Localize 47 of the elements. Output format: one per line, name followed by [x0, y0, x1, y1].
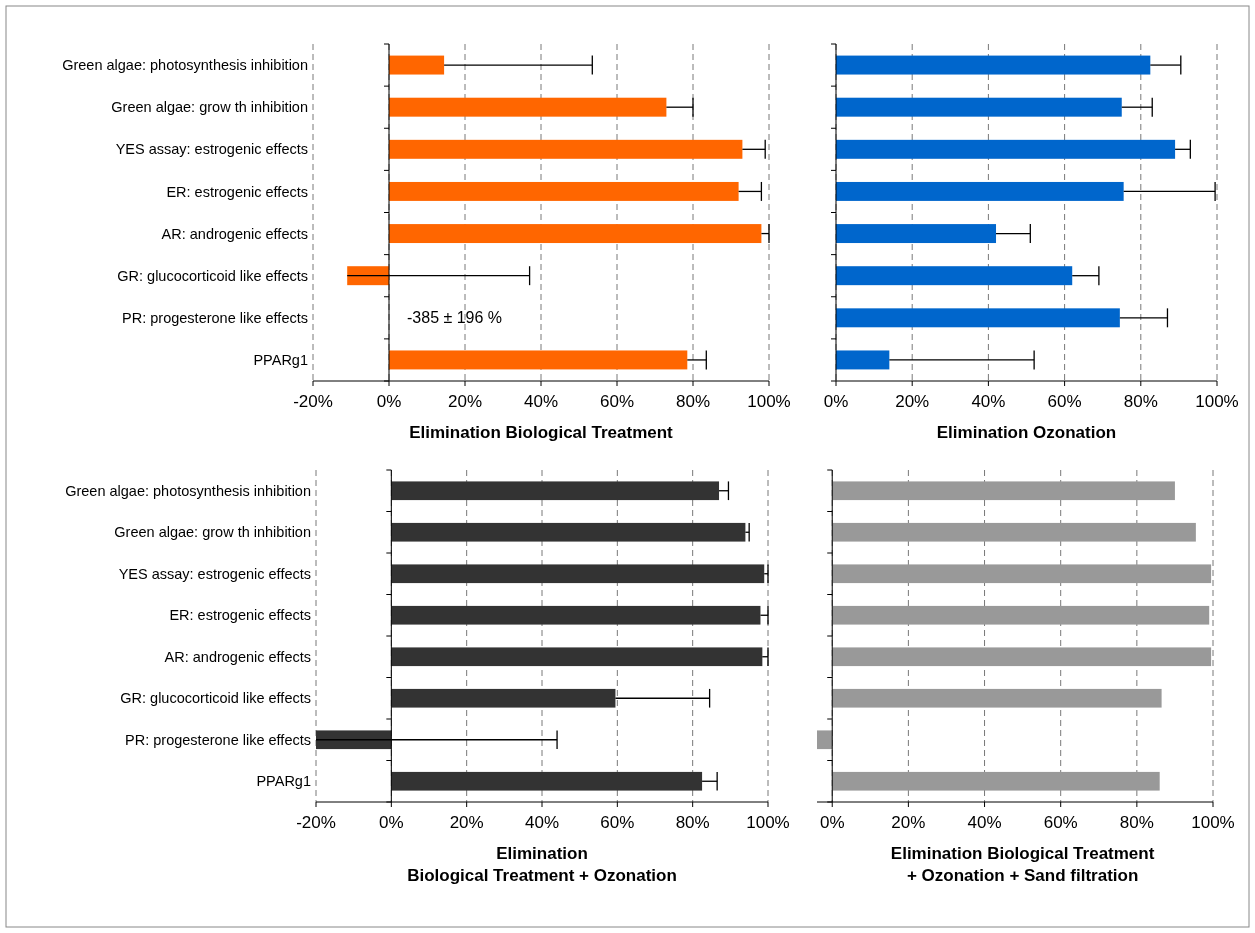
- y-tick-label: YES assay: estrogenic effects: [118, 565, 311, 582]
- x-tick-label: 20%: [891, 813, 926, 832]
- x-axis-title: Elimination Biological Treatment + Ozonation: [407, 844, 677, 886]
- y-tick-label: PR: progesterone like effects: [125, 731, 311, 748]
- x-tick-label: 80%: [675, 813, 710, 832]
- y-tick-label: YES assay: estrogenic effects: [115, 141, 308, 158]
- x-tick-label: 0%: [823, 392, 849, 411]
- y-tick-label: PPARg1: [256, 773, 311, 790]
- y-tick-label: AR: androgenic effects: [164, 648, 311, 665]
- y-tick-label: Green algae: grow th inhibition: [111, 99, 308, 116]
- x-tick-label: 100%: [1191, 813, 1235, 832]
- x-tick-label: 20%: [895, 392, 930, 411]
- x-axis-title: Elimination Ozonation: [936, 423, 1117, 442]
- x-tick-label: 40%: [967, 813, 1002, 832]
- x-tick-label: 80%: [1123, 392, 1158, 411]
- annotation: -385 ± 196 %: [407, 309, 503, 327]
- x-tick-label: 40%: [971, 392, 1006, 411]
- y-tick-label: ER: estrogenic effects: [169, 607, 311, 624]
- x-tick-label: 20%: [447, 392, 483, 411]
- x-tick-label: 100%: [746, 813, 790, 832]
- x-tick-label: 80%: [675, 392, 711, 411]
- x-tick-label: 20%: [449, 813, 484, 832]
- x-tick-label: 60%: [599, 392, 635, 411]
- x-tick-label: 80%: [1119, 813, 1154, 832]
- x-tick-label: 60%: [600, 813, 635, 832]
- x-tick-label: 100%: [1195, 392, 1239, 411]
- x-tick-label: -20%: [293, 392, 333, 411]
- x-tick-label: 0%: [379, 813, 404, 832]
- x-tick-label: 0%: [376, 392, 402, 411]
- x-axis-title: Elimination Biological Treatment + Ozonation + Sand filtration: [890, 844, 1155, 886]
- x-tick-label: 100%: [747, 392, 791, 411]
- x-tick-label: 40%: [523, 392, 559, 411]
- y-tick-label: ER: estrogenic effects: [166, 183, 308, 200]
- y-tick-label: Green algae: grow th inhibition: [114, 524, 311, 541]
- y-tick-label: PR: progesterone like effects: [122, 309, 308, 326]
- x-tick-label: -20%: [296, 813, 336, 832]
- y-tick-label: GR: glucocorticoid like effects: [120, 690, 311, 707]
- x-tick-label: 40%: [524, 813, 560, 832]
- y-tick-label: AR: androgenic effects: [161, 225, 308, 242]
- x-tick-label: 60%: [1043, 813, 1078, 832]
- y-tick-label: Green algae: photosynthesis inhibition: [65, 482, 311, 499]
- x-axis-title: Elimination Biological Treatment: [409, 423, 674, 442]
- y-tick-label: PPARg1: [253, 352, 308, 369]
- x-tick-label: 0%: [819, 813, 845, 832]
- y-tick-label: GR: glucocorticoid like effects: [117, 267, 308, 284]
- y-tick-label: Green algae: photosynthesis inhibition: [62, 57, 308, 74]
- x-tick-label: 60%: [1047, 392, 1082, 411]
